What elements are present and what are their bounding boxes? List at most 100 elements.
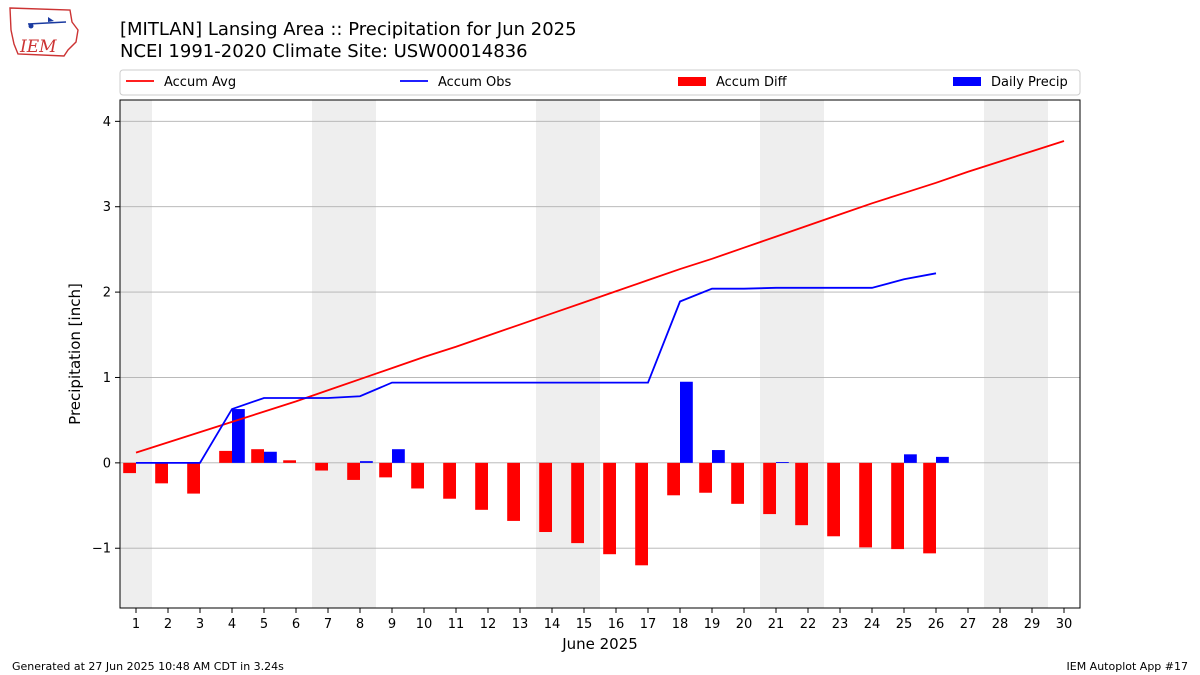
legend-label-accum-avg: Accum Avg [164, 75, 236, 90]
daily-precip-bar [712, 450, 725, 463]
legend-frame [119, 69, 1081, 96]
y-tick-label: 2 [103, 286, 111, 301]
daily-precip-bar [360, 461, 373, 463]
accum-diff-bar [443, 462, 456, 499]
legend-swatch-accum-diff [678, 77, 706, 86]
x-tick-label: 22 [800, 617, 817, 632]
weekend-band [984, 100, 1048, 608]
accum-avg-line [135, 140, 1065, 454]
x-tick-label: 9 [388, 617, 396, 632]
accum-diff-bar [859, 462, 872, 548]
x-tick-label: 2 [164, 617, 172, 632]
x-tick-label: 18 [672, 617, 689, 632]
x-tick-label: 16 [608, 617, 625, 632]
x-tick-label: 7 [324, 617, 332, 632]
accum-diff-bar [571, 462, 584, 544]
accum-diff-bar [475, 462, 488, 510]
x-tick-label: 4 [228, 617, 236, 632]
weekend-band [312, 100, 376, 608]
daily-precip-bar [680, 381, 693, 463]
daily-precip-bar [904, 454, 917, 463]
x-tick-label: 1 [132, 617, 140, 632]
y-tick-label: 3 [103, 200, 111, 215]
chart-title-line1: [MITLAN] Lansing Area :: Precipitation f… [120, 19, 577, 40]
logo-rain-gauge-icon [27, 21, 67, 25]
x-tick-label: 12 [480, 617, 497, 632]
y-tick-label: 4 [103, 115, 111, 130]
accum-diff-bar [123, 462, 136, 474]
accum-diff-bar [507, 462, 520, 521]
accum-diff-bar [891, 462, 904, 550]
accum-diff-bar [187, 462, 200, 494]
x-tick-label: 25 [896, 617, 913, 632]
legend: Accum Avg Accum Obs Accum Diff Daily Precip [119, 69, 1081, 96]
weekend-band [120, 100, 152, 608]
x-tick-label: 6 [292, 617, 300, 632]
legend-label-accum-obs: Accum Obs [438, 75, 511, 90]
legend-label-accum-diff: Accum Diff [716, 75, 788, 90]
x-tick-label: 17 [640, 617, 657, 632]
accum-diff-bar [603, 462, 616, 555]
y-tick-label: −1 [92, 542, 111, 557]
accum-diff-bar [539, 462, 552, 533]
accum-diff-bar [699, 462, 712, 493]
accum-obs-line [136, 272, 937, 464]
accum-diff-bar [219, 450, 232, 463]
accum-diff-bar [347, 462, 360, 480]
accum-diff-bars [123, 449, 936, 566]
daily-precip-bar [936, 456, 949, 463]
y-axis-label: Precipitation [inch] [66, 283, 84, 425]
x-tick-label: 14 [544, 617, 561, 632]
x-tick-label: 20 [736, 617, 753, 632]
gridlines [120, 120, 1080, 549]
accum-diff-bar [731, 462, 744, 504]
daily-precip-bar [232, 409, 245, 463]
x-tick-label: 21 [768, 617, 785, 632]
x-tick-label: 19 [704, 617, 721, 632]
legend-swatch-daily-precip [953, 77, 981, 86]
daily-precip-bar [776, 462, 789, 463]
accum-diff-bar [411, 462, 424, 489]
x-tick-label: 8 [356, 617, 364, 632]
x-tick-label: 27 [960, 617, 977, 632]
legend-label-daily-precip: Daily Precip [991, 75, 1068, 90]
y-axis-ticks: −1 0 1 2 3 4 [92, 115, 120, 557]
accum-lines [135, 140, 1065, 464]
accum-diff-bar [155, 462, 168, 484]
accum-diff-bar [251, 449, 264, 463]
x-tick-label: 30 [1056, 617, 1073, 632]
footer-app-text: IEM Autoplot App #17 [1067, 660, 1189, 673]
accum-diff-bar [923, 462, 936, 554]
x-tick-label: 24 [864, 617, 881, 632]
iowa-state-outline-icon [9, 7, 79, 57]
footer-generated-text: Generated at 27 Jun 2025 10:48 AM CDT in… [12, 660, 284, 673]
x-tick-label: 11 [448, 617, 465, 632]
daily-precip-bar [264, 451, 277, 463]
x-tick-label: 29 [1024, 617, 1041, 632]
y-tick-label: 1 [103, 371, 111, 386]
chart-title-line2: NCEI 1991-2020 Climate Site: USW00014836 [120, 41, 528, 62]
y-tick-label: 0 [103, 456, 111, 471]
x-tick-label: 28 [992, 617, 1009, 632]
x-tick-label: 5 [260, 617, 268, 632]
iem-logo: IEM [9, 7, 79, 57]
x-axis-ticks: 1 2 3 4 5 6 7 8 9 10 11 12 13 14 15 16 17 18 19 20 21 22 23 24 2… [132, 608, 1072, 632]
x-axis-label: June 2025 [561, 635, 638, 653]
x-tick-label: 26 [928, 617, 945, 632]
x-tick-label: 23 [832, 617, 849, 632]
accum-diff-bar [635, 462, 648, 566]
daily-precip-bar [392, 449, 405, 463]
plot-frame [119, 99, 1081, 609]
weekend-band [760, 100, 824, 608]
weekend-bands [120, 100, 1048, 608]
daily-precip-bars [232, 381, 949, 463]
logo-bird-icon [48, 17, 54, 22]
x-tick-label: 13 [512, 617, 529, 632]
logo-text: IEM [19, 37, 57, 57]
x-tick-label: 10 [416, 617, 433, 632]
x-tick-label: 15 [576, 617, 593, 632]
accum-diff-bar [379, 462, 392, 478]
accum-diff-bar [827, 462, 840, 537]
accum-diff-bar [283, 460, 296, 463]
